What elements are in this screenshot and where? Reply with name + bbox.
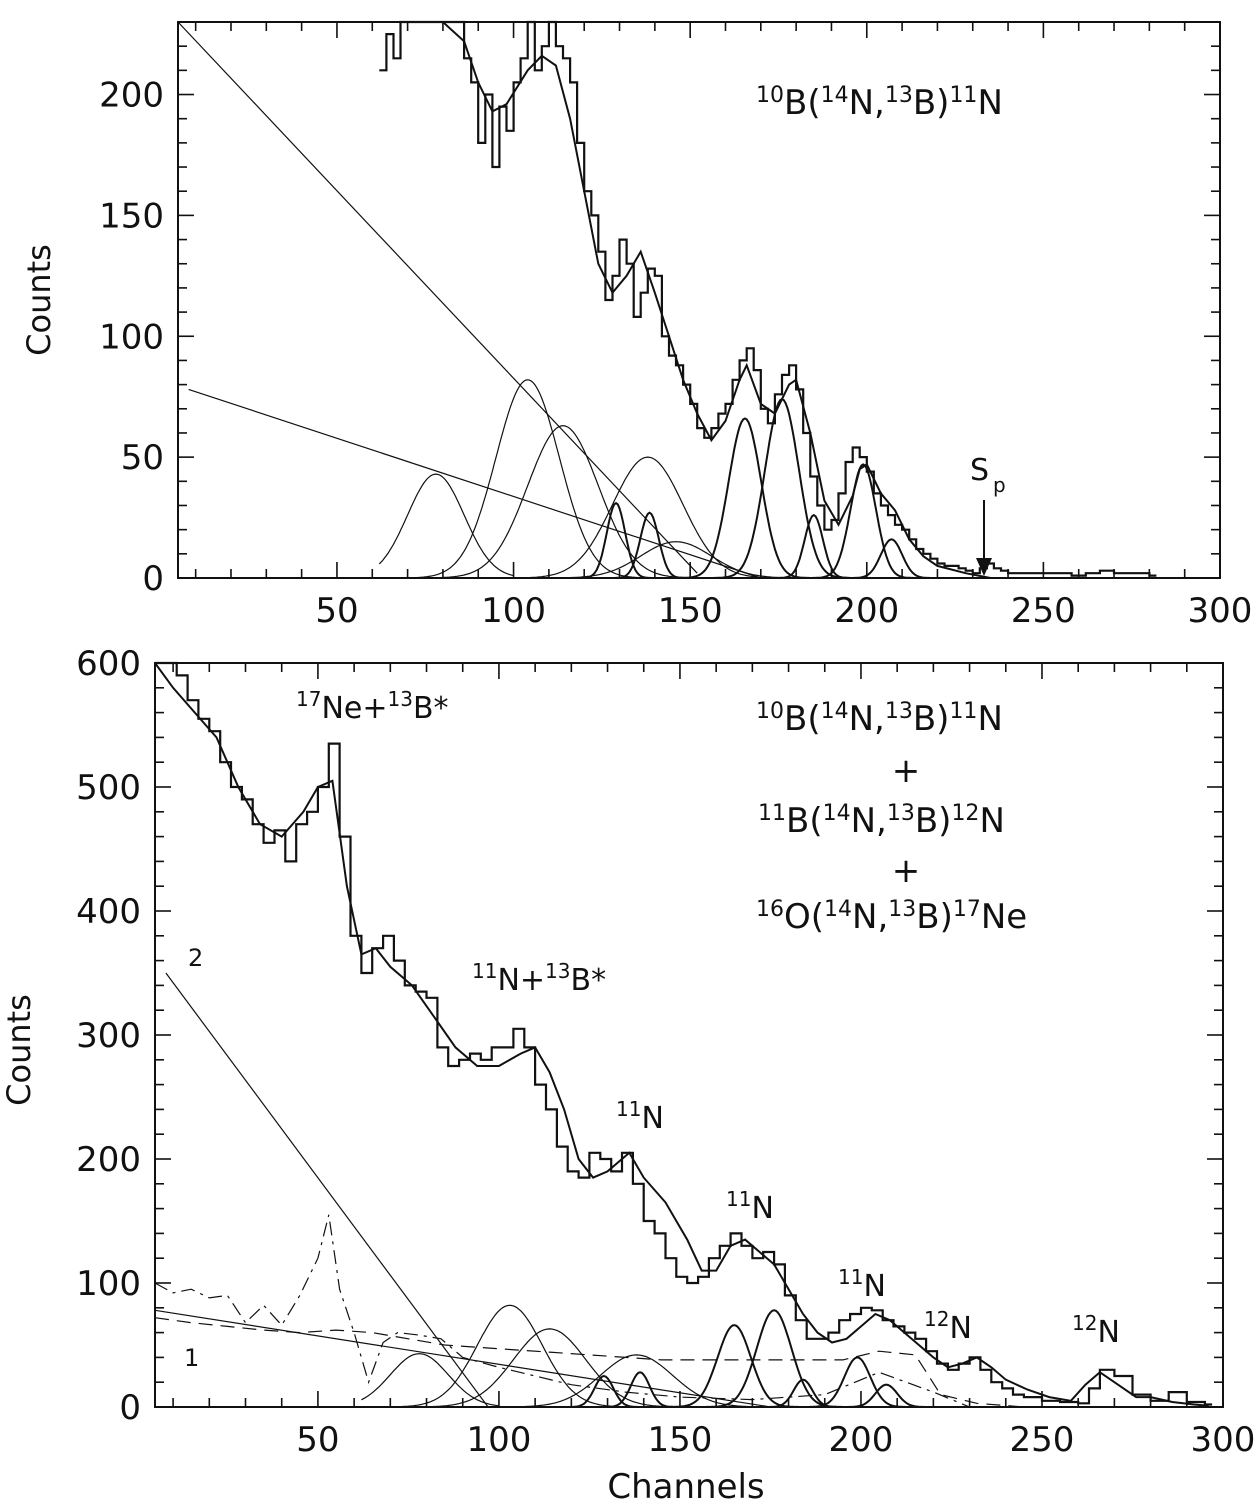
y-tick-label: 200 xyxy=(76,1140,141,1180)
y-tick-label: 100 xyxy=(76,1264,141,1304)
x-tick-label: 100 xyxy=(466,1420,531,1460)
fit-component-gauss xyxy=(361,1353,499,1407)
y-tick-label: 200 xyxy=(99,76,164,116)
fit-component-gauss xyxy=(651,1324,818,1408)
bottom-panel: 50 100 150 200 250 300 0 100 200 300 400 500 600 Cou… xyxy=(0,644,1255,1506)
y-tick-label: 0 xyxy=(142,559,164,599)
bottom-fit-components xyxy=(154,972,1024,1408)
fit-component-gauss xyxy=(346,1304,673,1408)
bottom-axis-ticks xyxy=(155,662,1224,1408)
fit-component-gauss xyxy=(792,1356,923,1408)
fit-component-gauss xyxy=(499,541,853,579)
reaction-label-2: 11B(14N,13B)12N xyxy=(758,801,1005,841)
bottom-histogram xyxy=(155,661,1213,1406)
peak-label-12n-b: 12N xyxy=(1072,1311,1120,1350)
fit-component-gauss xyxy=(386,425,740,579)
fit-component-gauss xyxy=(556,1374,651,1408)
top-plot-frame xyxy=(177,21,1221,579)
top-histogram xyxy=(379,20,1157,577)
fit-component-line xyxy=(154,1309,771,1408)
fit-component-gauss xyxy=(799,463,927,579)
sp-arrow-head xyxy=(976,558,992,576)
y-tick-label: 50 xyxy=(121,438,164,478)
bottom-axis-tick-labels: 50 100 150 200 250 300 0 100 200 300 400 500 600 xyxy=(76,644,1255,1460)
x-tick-label: 100 xyxy=(481,591,546,631)
x-tick-label: 150 xyxy=(658,591,723,631)
fit-component-dashed xyxy=(154,1317,1024,1408)
fit-component-gauss xyxy=(687,1309,861,1408)
x-tick-label: 200 xyxy=(829,1420,894,1460)
plus-sign-2: + xyxy=(892,851,921,891)
fit-component-gauss xyxy=(570,501,662,579)
y-tick-label: 500 xyxy=(76,768,141,808)
x-tick-label: 200 xyxy=(834,591,899,631)
peak-label-n-b: 11N+13B* xyxy=(472,959,606,998)
fit-component-gauss xyxy=(368,1328,731,1408)
svg-text:Sp: Sp xyxy=(970,453,1006,497)
peak-label-ne-b: 17Ne+13B* xyxy=(296,687,449,726)
fit-component-gauss xyxy=(838,538,945,579)
y-tick-label: 400 xyxy=(76,892,141,932)
x-tick-label: 300 xyxy=(1188,591,1253,631)
peak-label-11n-b: 11N xyxy=(726,1187,774,1226)
top-axis-ticks xyxy=(178,21,1221,579)
reaction-label-3: 16O(14N,13B)17Ne xyxy=(756,897,1027,937)
y-tick-label: 100 xyxy=(99,317,164,357)
reaction-label-1: 10B(14N,13B)11N xyxy=(756,699,1003,739)
bottom-xlabel: Channels xyxy=(607,1467,764,1506)
fit-component-gauss xyxy=(663,417,827,579)
bottom-ylabel: Counts xyxy=(0,994,38,1106)
bottom-plot-frame xyxy=(154,662,1224,1408)
peak-label-11n-c: 11N xyxy=(838,1265,886,1304)
fit-component-gauss xyxy=(378,473,514,577)
peak-label-11n-a: 11N xyxy=(616,1097,664,1136)
fit-component-gauss xyxy=(832,1383,941,1408)
x-tick-label: 250 xyxy=(1010,1420,1075,1460)
fit-component-line xyxy=(177,21,698,574)
fit-component-gauss xyxy=(471,456,825,579)
curve-label-1: 1 xyxy=(184,1344,199,1372)
top-reaction-label: 10B(14N,13B)11N xyxy=(756,83,1003,123)
fit-component-line xyxy=(188,388,761,579)
x-tick-label: 250 xyxy=(1011,591,1076,631)
x-tick-label: 300 xyxy=(1191,1420,1256,1460)
bottom-fit-envelope xyxy=(154,662,1209,1407)
peak-label-12n-a: 12N xyxy=(924,1307,972,1346)
y-tick-label: 300 xyxy=(76,1016,141,1056)
fit-component-dashdot xyxy=(154,1214,1006,1408)
top-axis-tick-labels: 50 100 150 200 250 300 0 50 100 150 200 xyxy=(99,76,1252,631)
fit-component-gauss xyxy=(368,379,687,579)
x-tick-label: 50 xyxy=(315,591,358,631)
y-tick-label: 150 xyxy=(99,196,164,236)
curve-label-2: 2 xyxy=(188,944,203,972)
fit-component-line xyxy=(165,972,489,1408)
x-tick-label: 50 xyxy=(296,1420,339,1460)
x-tick-label: 150 xyxy=(647,1420,712,1460)
plus-sign-1: + xyxy=(892,751,921,791)
y-tick-label: 600 xyxy=(76,644,141,684)
top-panel: 50 100 150 200 250 300 0 50 100 150 200 Counts 10B… xyxy=(20,20,1252,631)
y-tick-label: 0 xyxy=(119,1388,141,1428)
top-ylabel: Counts xyxy=(20,244,58,356)
